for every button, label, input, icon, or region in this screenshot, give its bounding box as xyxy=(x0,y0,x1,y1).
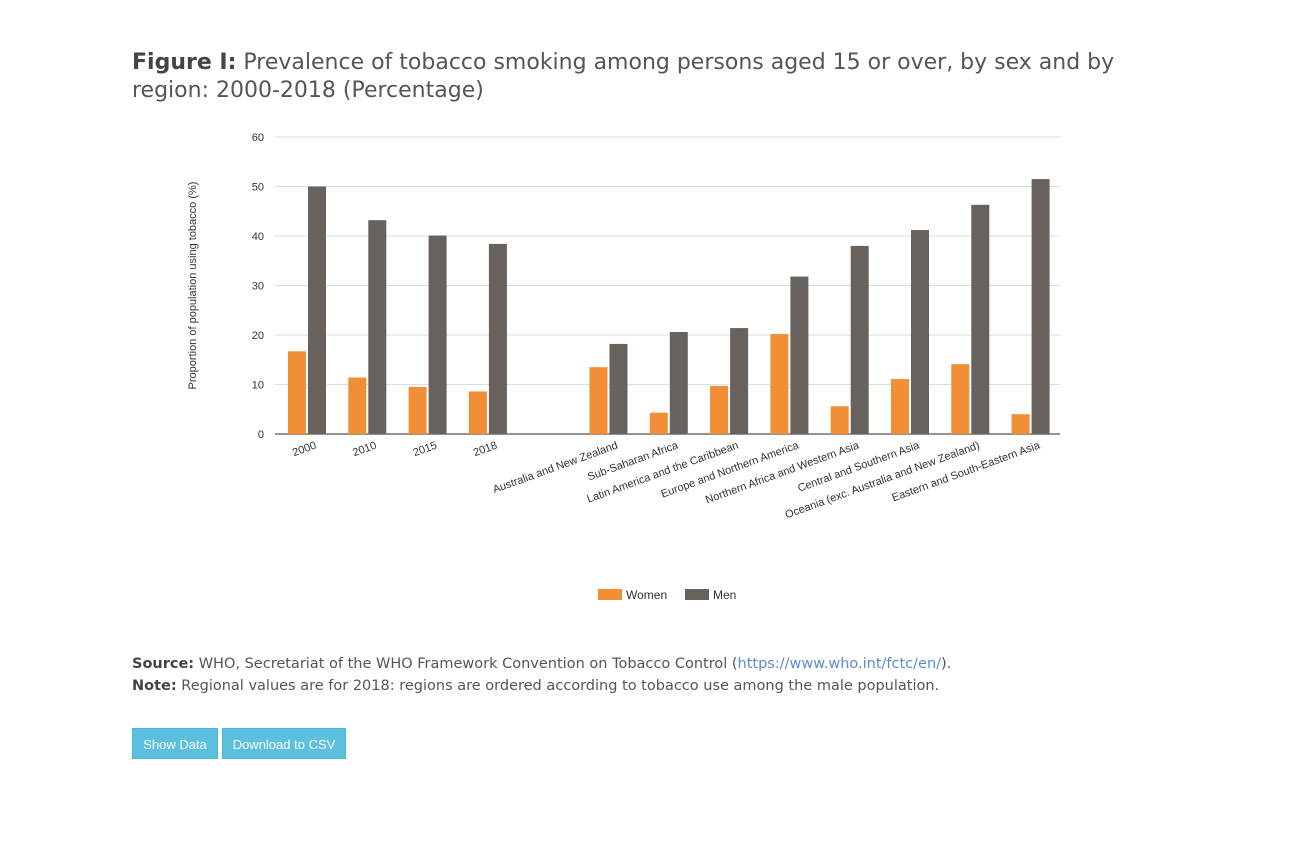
bar-men xyxy=(428,235,447,434)
bar-chart: 0 10 20 30 40 50 60 Proportion of population us… xyxy=(187,132,1060,602)
source-line: Source: WHO, Secretariat of the WHO Fram… xyxy=(132,653,951,675)
figure-label: Figure I: xyxy=(132,50,237,75)
download-csv-button[interactable]: Download to CSV xyxy=(222,728,346,759)
source-label: Source: xyxy=(132,656,195,672)
bar-men xyxy=(790,276,809,434)
x-tick-label: 2010 xyxy=(351,440,378,460)
bar-men xyxy=(368,220,387,434)
bar-women xyxy=(891,379,909,434)
y-tick-label: 0 xyxy=(258,429,264,441)
y-tick-label: 60 xyxy=(252,132,264,144)
bar-men xyxy=(911,230,929,434)
legend-label-men: Men xyxy=(713,588,736,602)
y-tick-label: 50 xyxy=(252,182,264,194)
figure-title-text: Prevalence of tobacco smoking among pers… xyxy=(132,50,1115,103)
legend-label-women: Women xyxy=(626,588,667,602)
y-tick-label: 20 xyxy=(252,330,264,342)
bar-men xyxy=(609,343,628,434)
bar-men xyxy=(488,243,507,434)
bar-women xyxy=(649,412,668,434)
figure-title: Figure I: Prevalence of tobacco smoking … xyxy=(132,49,1142,105)
bar-men xyxy=(1031,179,1050,434)
bar-women xyxy=(1011,414,1030,434)
note-text: Regional values are for 2018: regions ar… xyxy=(176,678,940,694)
show-data-button[interactable]: Show Data xyxy=(132,728,218,759)
figure-notes: Source: WHO, Secretariat of the WHO Fram… xyxy=(132,653,951,697)
source-end: ). xyxy=(941,656,952,672)
bar-women xyxy=(589,367,608,434)
bar-women xyxy=(288,351,306,434)
bar-women xyxy=(830,406,849,434)
bar-men xyxy=(308,186,326,434)
y-tick-label: 30 xyxy=(252,281,264,293)
bar-women xyxy=(770,334,789,434)
bar-women xyxy=(348,377,367,434)
x-tick-label: 2000 xyxy=(291,440,318,460)
bar-women xyxy=(468,391,487,434)
note-line: Note: Regional values are for 2018: regi… xyxy=(132,675,951,697)
legend-swatch-men xyxy=(685,589,709,600)
bar-men xyxy=(669,332,688,434)
bar-men xyxy=(850,245,869,434)
source-link[interactable]: https://www.who.int/fctc/en/ xyxy=(737,656,942,672)
bar-men xyxy=(730,328,749,434)
bar-men xyxy=(971,204,990,434)
note-label: Note: xyxy=(132,678,177,694)
x-tick-label: 2015 xyxy=(412,440,439,460)
y-axis-label: Proportion of population using tobacco (… xyxy=(187,182,199,390)
bar-women xyxy=(951,364,970,434)
x-tick-label: 2018 xyxy=(472,440,499,460)
bar-women xyxy=(710,385,729,434)
y-tick-label: 40 xyxy=(252,231,264,243)
y-tick-label: 10 xyxy=(252,380,264,392)
bar-women xyxy=(408,386,427,434)
legend-swatch-women xyxy=(598,589,622,600)
source-text: WHO, Secretariat of the WHO Framework Co… xyxy=(194,656,738,672)
